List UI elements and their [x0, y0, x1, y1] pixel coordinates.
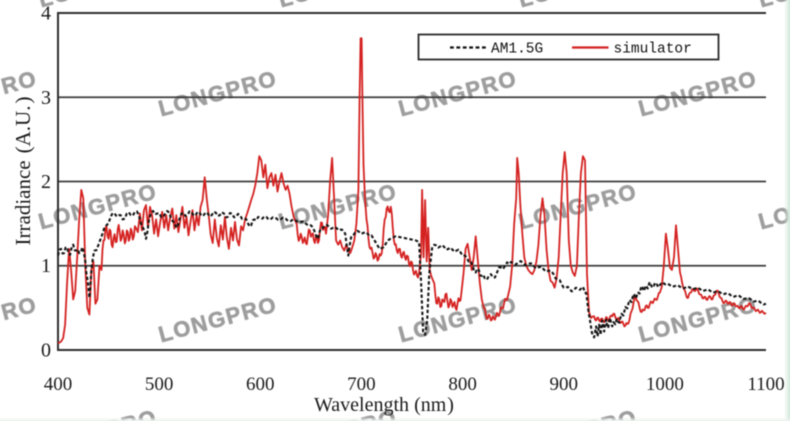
svg-text:1000: 1000 — [646, 374, 684, 395]
svg-text:Wavelength(nm): Wavelength (nm) — [314, 394, 454, 416]
svg-text:2: 2 — [41, 171, 51, 193]
svg-text:500: 500 — [145, 374, 174, 395]
svg-text:1: 1 — [41, 255, 51, 277]
svg-text:Irradiance(A.U.): Irradiance(A.U.) — [11, 97, 35, 246]
svg-text:AM1.5G: AM1.5G — [491, 42, 543, 58]
svg-text:0: 0 — [41, 340, 51, 362]
svg-text:1100: 1100 — [747, 374, 784, 395]
svg-text:3: 3 — [41, 87, 51, 109]
svg-text:400: 400 — [44, 374, 73, 395]
svg-text:800: 800 — [448, 374, 477, 395]
svg-text:simulator: simulator — [614, 42, 692, 58]
svg-text:700: 700 — [347, 374, 376, 395]
svg-text:900: 900 — [549, 374, 578, 395]
svg-text:600: 600 — [246, 374, 275, 395]
svg-text:4: 4 — [41, 3, 51, 25]
